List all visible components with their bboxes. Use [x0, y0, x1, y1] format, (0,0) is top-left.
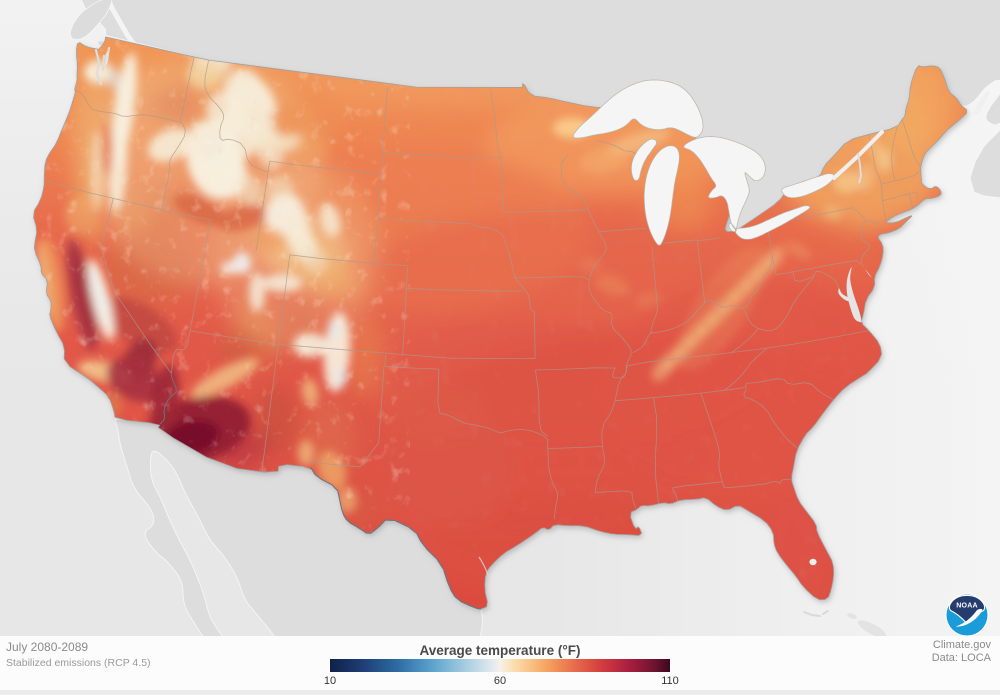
svg-text:NOAA: NOAA	[956, 603, 977, 610]
svg-text:60: 60	[494, 675, 506, 687]
svg-text:Climate.gov: Climate.gov	[933, 639, 992, 651]
svg-text:10: 10	[324, 675, 336, 687]
svg-text:110: 110	[661, 675, 679, 687]
svg-text:Data: LOCA: Data: LOCA	[932, 652, 992, 664]
svg-text:Stabilized emissions (RCP 4.5): Stabilized emissions (RCP 4.5)	[6, 657, 151, 669]
svg-text:July 2080-2089: July 2080-2089	[6, 640, 88, 654]
svg-text:Average temperature (°F): Average temperature (°F)	[420, 643, 581, 658]
